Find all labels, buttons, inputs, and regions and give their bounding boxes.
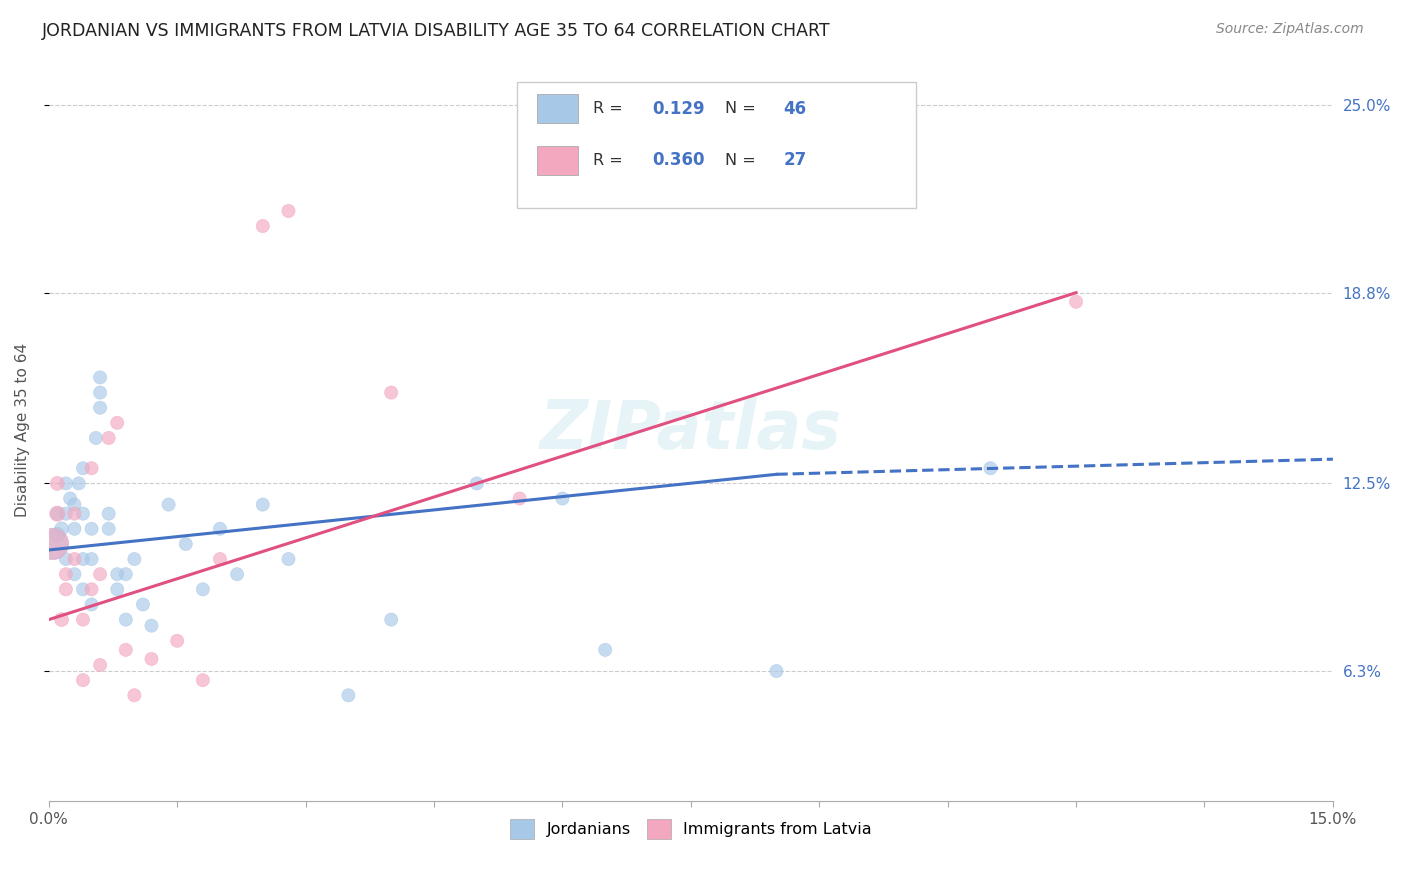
FancyBboxPatch shape xyxy=(517,82,915,208)
Point xyxy=(226,567,249,582)
Point xyxy=(252,498,274,512)
Point xyxy=(191,673,214,687)
Point xyxy=(105,567,128,582)
Point xyxy=(55,507,77,521)
Point xyxy=(72,552,94,566)
Point xyxy=(114,613,136,627)
Point xyxy=(277,552,299,566)
Point xyxy=(337,688,360,702)
Point xyxy=(380,613,402,627)
Point xyxy=(141,618,163,632)
Point xyxy=(72,461,94,475)
Point xyxy=(63,567,86,582)
Point xyxy=(114,567,136,582)
Text: N =: N = xyxy=(725,153,762,168)
Point xyxy=(380,385,402,400)
Point xyxy=(89,401,111,415)
Point xyxy=(124,688,146,702)
Legend: Jordanians, Immigrants from Latvia: Jordanians, Immigrants from Latvia xyxy=(503,813,879,845)
Point xyxy=(46,528,69,542)
Point xyxy=(51,522,73,536)
Point xyxy=(89,658,111,673)
Text: Source: ZipAtlas.com: Source: ZipAtlas.com xyxy=(1216,22,1364,37)
FancyBboxPatch shape xyxy=(537,146,578,175)
Point xyxy=(80,598,103,612)
Point xyxy=(55,476,77,491)
Text: 46: 46 xyxy=(783,100,807,118)
Text: R =: R = xyxy=(593,101,628,116)
Point xyxy=(252,219,274,233)
Point xyxy=(80,582,103,597)
Point xyxy=(63,498,86,512)
Text: JORDANIAN VS IMMIGRANTS FROM LATVIA DISABILITY AGE 35 TO 64 CORRELATION CHART: JORDANIAN VS IMMIGRANTS FROM LATVIA DISA… xyxy=(42,22,831,40)
Point xyxy=(55,582,77,597)
Point xyxy=(765,664,787,678)
Point xyxy=(593,643,616,657)
Point xyxy=(72,507,94,521)
Point xyxy=(51,613,73,627)
Point xyxy=(72,613,94,627)
Point xyxy=(80,461,103,475)
Point xyxy=(89,370,111,384)
Point xyxy=(67,476,90,491)
Point xyxy=(166,633,188,648)
Point xyxy=(80,552,103,566)
Point xyxy=(59,491,82,506)
Point xyxy=(72,582,94,597)
Point xyxy=(84,431,107,445)
Point xyxy=(105,582,128,597)
Point xyxy=(97,522,120,536)
Point xyxy=(89,567,111,582)
Point xyxy=(132,598,155,612)
Y-axis label: Disability Age 35 to 64: Disability Age 35 to 64 xyxy=(15,343,30,517)
Point xyxy=(157,498,180,512)
Point xyxy=(97,431,120,445)
Text: 0.129: 0.129 xyxy=(652,100,704,118)
Point xyxy=(465,476,488,491)
Point xyxy=(72,673,94,687)
Point xyxy=(89,385,111,400)
Text: N =: N = xyxy=(725,101,762,116)
Point xyxy=(63,552,86,566)
Point xyxy=(55,567,77,582)
Point xyxy=(114,643,136,657)
Point xyxy=(105,416,128,430)
Point xyxy=(277,203,299,218)
Point xyxy=(46,507,69,521)
Point xyxy=(63,522,86,536)
Point xyxy=(42,537,65,551)
Point xyxy=(1064,294,1087,309)
Point xyxy=(97,507,120,521)
Point xyxy=(141,652,163,666)
Point xyxy=(551,491,574,506)
Point xyxy=(124,552,146,566)
Text: R =: R = xyxy=(593,153,628,168)
Point xyxy=(80,522,103,536)
Text: ZIPatlas: ZIPatlas xyxy=(540,398,842,464)
Point xyxy=(208,552,231,566)
Point xyxy=(208,522,231,536)
Point xyxy=(191,582,214,597)
Point xyxy=(42,537,65,551)
Point xyxy=(509,491,531,506)
FancyBboxPatch shape xyxy=(537,95,578,122)
Point xyxy=(46,507,69,521)
Point xyxy=(979,461,1001,475)
Text: 27: 27 xyxy=(783,152,807,169)
Text: 0.360: 0.360 xyxy=(652,152,704,169)
Point xyxy=(63,507,86,521)
Point xyxy=(174,537,197,551)
Point xyxy=(46,476,69,491)
Point xyxy=(55,552,77,566)
